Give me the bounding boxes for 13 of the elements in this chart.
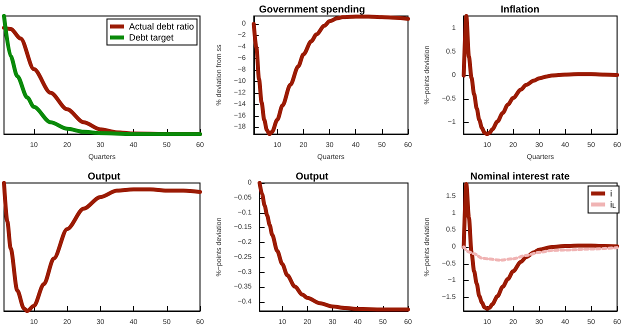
chart-title: Inflation xyxy=(500,4,540,16)
line-series xyxy=(462,246,619,262)
line-series xyxy=(462,14,620,136)
legend-label: i xyxy=(610,188,612,198)
chart-title: Output xyxy=(296,172,330,182)
chart-title: Nominal interest rate xyxy=(470,172,570,182)
legend-label: Debt target xyxy=(128,32,174,42)
line-series xyxy=(462,182,620,311)
chart-title: Government spending xyxy=(258,4,366,16)
line-series xyxy=(252,14,410,136)
legend-label: Actual debt ratio xyxy=(128,22,194,32)
chart-title: Output xyxy=(88,172,122,182)
line-series xyxy=(258,181,410,312)
